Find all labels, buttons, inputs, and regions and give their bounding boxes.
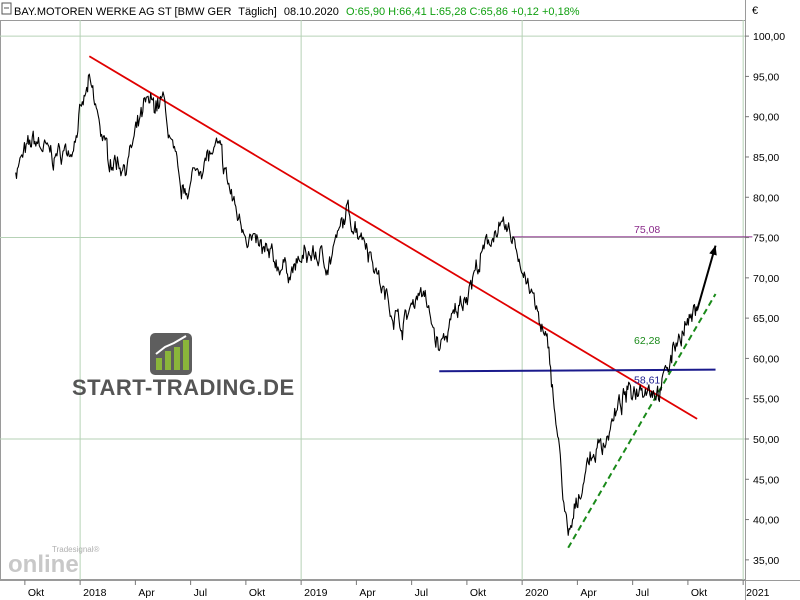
x-tick-label: Okt <box>691 587 707 599</box>
x-tick-label: Apr <box>138 587 155 599</box>
x-tick-label: Jul <box>415 587 428 599</box>
y-tick-label: 80,00 <box>753 192 779 204</box>
target-arrow-line <box>696 245 717 311</box>
uptrend-line <box>567 293 717 549</box>
y-tick-label: 95,00 <box>753 71 779 83</box>
start-trading-watermark: START-TRADING.DE <box>72 333 295 400</box>
y-tick-label: 75,00 <box>753 233 779 245</box>
logo-bar-2 <box>165 351 171 370</box>
y-axis: 100,00 95,00 90,00 85,00 80,00 75,00 70,00 65,0… <box>745 31 785 567</box>
x-tick-label: 2018 <box>83 587 107 599</box>
tradesignal-watermark: Tradesignal® online <box>8 545 100 578</box>
header-instrument: BAY.MOTOREN WERKE AG ST [BMW GER <box>14 6 231 18</box>
logo-bar-4 <box>183 340 189 370</box>
x-tick-label: 2021 <box>746 587 770 599</box>
x-tick-label: Apr <box>359 587 376 599</box>
x-tick-label: Okt <box>249 587 265 599</box>
x-tick-label: Okt <box>28 587 44 599</box>
y-tick-label: 100,00 <box>753 31 785 43</box>
price-series <box>15 73 698 536</box>
y-tick-label: 45,00 <box>753 474 779 486</box>
resistance-value-label: 75,08 <box>634 224 660 236</box>
start-trading-text: START-TRADING.DE <box>72 375 295 400</box>
x-tick-label: Jul <box>636 587 649 599</box>
y-tick-label: 60,00 <box>753 353 779 365</box>
header-text: BAY.MOTOREN WERKE AG ST [BMW GER Täglich… <box>14 6 580 18</box>
downtrend-line <box>88 55 698 420</box>
chart-header: BAY.MOTOREN WERKE AG ST [BMW GER Täglich… <box>1 2 580 18</box>
y-tick-label: 35,00 <box>753 555 779 567</box>
logo-bar-3 <box>174 347 180 370</box>
uptrend-value-label: 62,28 <box>634 335 660 347</box>
y-tick-label: 65,00 <box>753 313 779 325</box>
x-tick-label: 2020 <box>525 587 549 599</box>
y-tick-label: 40,00 <box>753 515 779 527</box>
header-date: 08.10.2020 <box>284 6 339 18</box>
x-tick-label: 2019 <box>304 587 328 599</box>
x-axis: Okt 2018 Apr Jul Okt 2019 Apr Jul Okt 2020 Apr Jul O… <box>24 580 770 599</box>
header-quote: O:65,90 H:66,41 L:65,28 C:65,86 +0,12 +0… <box>346 6 580 18</box>
logo-bar-1 <box>156 358 162 370</box>
logo-trend-line <box>155 335 187 355</box>
y-tick-label: 90,00 <box>753 112 779 124</box>
annotation-labels: 75,08 62,28 58,61 <box>634 224 660 387</box>
grid <box>0 20 745 580</box>
y-tick-label: 70,00 <box>753 273 779 285</box>
header-period: Täglich] <box>238 6 277 18</box>
target-arrow-head <box>709 245 717 256</box>
price-line <box>15 73 698 536</box>
x-tick-label: Apr <box>580 587 597 599</box>
tradesignal-online-label: online <box>8 551 79 578</box>
x-tick-label: Jul <box>194 587 207 599</box>
currency-label: € <box>752 5 758 17</box>
x-tick-label: Okt <box>470 587 486 599</box>
y-tick-label: 55,00 <box>753 394 779 406</box>
support-value-label: 58,61 <box>634 375 660 387</box>
y-tick-label: 50,00 <box>753 434 779 446</box>
y-tick-label: 85,00 <box>753 152 779 164</box>
tradesignal-label: Tradesignal® <box>52 545 100 554</box>
